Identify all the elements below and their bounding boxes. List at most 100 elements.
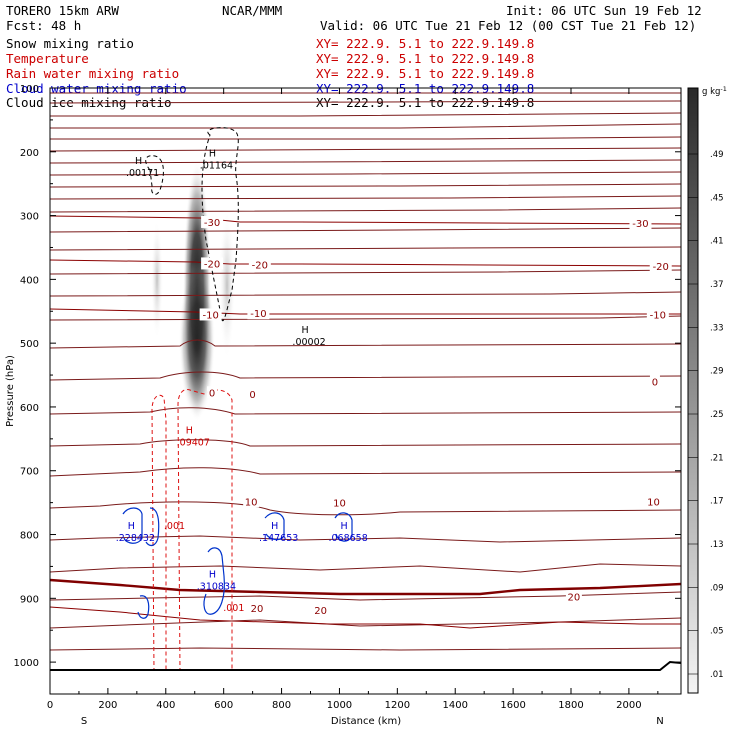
temperature-labels: -30 -30 -20 -20 -20 -10 -10 -10 0 0 0 10 10 10 20 20 20	[199, 215, 672, 617]
x-tick-label: 400	[156, 700, 175, 711]
extremum-value: .147653	[259, 533, 298, 544]
temperature-label-bg	[331, 496, 348, 509]
plot-area	[50, 92, 681, 694]
temperature-label: 20	[314, 606, 327, 617]
cloud-water-1	[122, 507, 143, 544]
cloud-ice-main	[201, 127, 239, 322]
temperature-label-bg	[629, 217, 652, 230]
field-xy-rain: XY= 222.9. 5.1 to 222.9.149.8	[316, 66, 534, 81]
temperature-label: -20	[653, 262, 669, 273]
temperature-label: -30	[204, 218, 220, 229]
extremum-value: .01164	[200, 161, 233, 172]
temperature-label: 0	[209, 388, 215, 399]
temperature-label: 0	[249, 390, 255, 401]
extremum-marker: H	[341, 521, 348, 532]
field-legend: Snow mixing ratio XY= 222.9. 5.1 to 222.…	[6, 36, 534, 110]
colorbar-scale	[687, 87, 699, 694]
extremum-value: .00171	[126, 168, 159, 179]
south-label: S	[81, 716, 87, 727]
plot-frame	[49, 87, 682, 695]
colorbar-tick-label: .09	[710, 583, 724, 593]
temperature-label-bg	[649, 375, 660, 388]
temperature-label-bg	[207, 386, 218, 399]
temperature-label-bg	[243, 495, 260, 508]
isotherm-10	[50, 606, 681, 629]
extremum-value: .00002	[292, 337, 325, 348]
snow-faint-left	[151, 220, 163, 340]
temperature-label-bg	[201, 257, 224, 270]
x-tick-label: 1600	[500, 700, 525, 711]
cloud-ice-left	[145, 155, 164, 195]
isotherm-minus-20	[50, 259, 681, 267]
cloud-water-contours	[122, 507, 353, 619]
colorbar-tick-label: .45	[710, 193, 724, 203]
y-tick-label: 400	[20, 275, 39, 286]
colorbar: .01.05.09.13.17.21.25.29.33.37.41.45.49 …	[687, 85, 727, 694]
y-tick-label: 200	[20, 148, 39, 159]
y-tick-label: 300	[20, 212, 39, 223]
y-tick-label: 600	[20, 403, 39, 414]
y-axis-label: Pressure (hPa)	[5, 355, 16, 427]
y-tick-label: 100	[20, 84, 39, 95]
temperature-label: -20	[204, 259, 220, 270]
cloud-water-3	[264, 512, 285, 541]
cloud-ice-contours	[145, 127, 239, 322]
x-tick-label: 1400	[443, 700, 468, 711]
snow-faint-right	[219, 210, 235, 360]
x-tick-label: 0	[47, 700, 53, 711]
y-tick-label: 500	[20, 339, 39, 350]
temperature-label-bg	[248, 258, 271, 271]
temperature-label: 0	[652, 377, 658, 388]
x-tick-label: 1800	[558, 700, 583, 711]
x-axis: 0 200 400 600 800 1000 1200 1400 1600 1800 2000	[47, 88, 659, 711]
temperature-label: -30	[632, 219, 648, 230]
extremum-marker: H	[128, 521, 135, 532]
extremum-marker: H	[271, 521, 278, 532]
field-xy-snow: XY= 222.9. 5.1 to 222.9.149.8	[316, 36, 534, 51]
temperature-label-bg	[312, 603, 329, 616]
figure-header: TORERO 15km ARW NCAR/MMM Init: 06 UTC Su…	[6, 3, 702, 33]
colorbar-tick-label: .13	[710, 540, 724, 550]
x-tick-label: 600	[214, 700, 233, 711]
x-axis-label: Distance (km)	[331, 716, 401, 727]
rain-water-contours	[151, 389, 233, 673]
extremum-marker: H	[186, 425, 193, 436]
isotherm-minus-10	[50, 308, 681, 315]
model-title: TORERO 15km ARW	[6, 3, 119, 18]
field-xy-temperature: XY= 222.9. 5.1 to 222.9.149.8	[316, 51, 534, 66]
temperature-label-bg	[646, 308, 669, 321]
colorbar-tick-label: .05	[710, 627, 724, 637]
snow-shading	[151, 162, 235, 422]
below-ground	[50, 671, 681, 694]
temperature-label-bg	[565, 590, 582, 603]
cloud-water-2	[145, 507, 160, 547]
colorbar-tick-label: .37	[710, 280, 724, 290]
x-tick-label: 200	[98, 700, 117, 711]
extremum-value: .068658	[328, 533, 367, 544]
extremum-value: .310834	[197, 582, 236, 593]
field-xy-cloud-ice: XY= 222.9. 5.1 to 222.9.149.8	[316, 95, 534, 110]
colorbar-tick-label: .25	[710, 410, 724, 420]
x-tick-label: 1000	[327, 700, 352, 711]
temperature-label: 10	[647, 497, 660, 508]
forecast-hour: Fcst: 48 h	[6, 18, 81, 33]
y-tick-label: 900	[20, 594, 39, 605]
organization: NCAR/MMM	[222, 3, 282, 18]
isotherm-zero	[50, 578, 681, 596]
x-tick-label: 2000	[616, 700, 641, 711]
temperature-contours	[50, 215, 681, 691]
colorbar-tick-label: .33	[710, 323, 724, 333]
temperature-label: -10	[650, 310, 666, 321]
extremum-value: .001	[223, 603, 244, 614]
extremum-marker: H	[135, 156, 142, 167]
colorbar-units: g kg-1	[702, 85, 727, 97]
rain-contour-1	[151, 394, 167, 673]
x-tick-label: 800	[272, 700, 291, 711]
cloud-water-5	[137, 595, 150, 619]
colorbar-ticks: .01 .05 .09 .13 .17 .21 .25 .29 .33 .37 .41 .45 .49	[688, 150, 724, 680]
extremum-marker: H	[301, 325, 308, 336]
y-tick-label: 700	[20, 467, 39, 478]
cloud-water-6	[203, 547, 225, 615]
